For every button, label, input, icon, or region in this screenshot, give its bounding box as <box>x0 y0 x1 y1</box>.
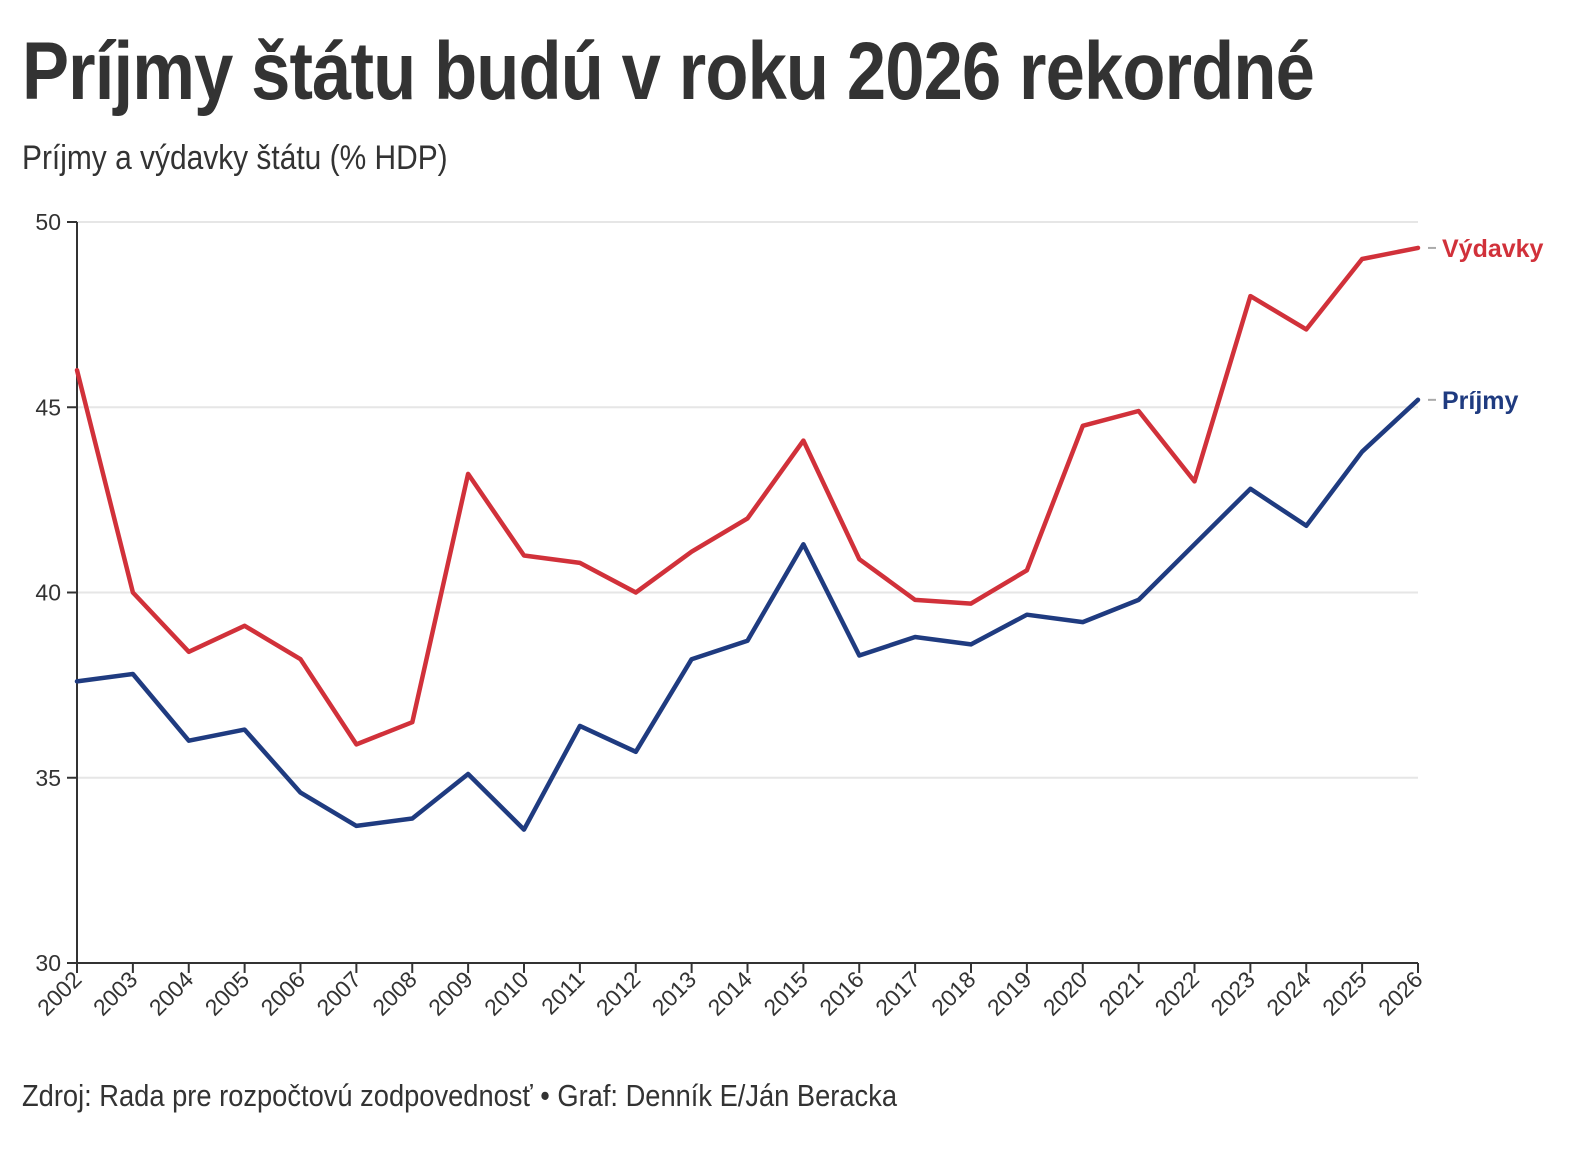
x-tick-label: 2005 <box>200 966 255 1021</box>
x-tick-label: 2020 <box>1038 966 1093 1021</box>
x-tick-label: 2009 <box>423 966 478 1021</box>
x-tick-label: 2013 <box>647 966 702 1021</box>
series-label: Výdavky <box>1442 235 1544 263</box>
source-note: Zdroj: Rada pre rozpočtovú zodpovednosť … <box>22 1078 898 1113</box>
y-tick-label: 35 <box>35 765 61 791</box>
x-tick-label: 2017 <box>870 966 925 1021</box>
y-tick-label: 30 <box>35 950 61 976</box>
x-tick-label: 2004 <box>144 966 199 1021</box>
x-tick-label: 2018 <box>926 966 981 1021</box>
x-tick-label: 2021 <box>1094 966 1149 1021</box>
x-tick-label: 2023 <box>1205 966 1260 1021</box>
gridlines <box>77 221 1418 779</box>
x-tick-label: 2014 <box>702 966 757 1021</box>
x-tick-label: 2012 <box>591 966 646 1021</box>
x-tick-label: 2006 <box>255 966 310 1021</box>
series-line-vydavky <box>74 245 1421 747</box>
x-tick-label: 2019 <box>982 966 1037 1021</box>
x-tick-label: 2016 <box>814 966 869 1021</box>
x-tick-label: 2008 <box>367 966 422 1021</box>
x-tick-label: 2007 <box>311 966 366 1021</box>
x-tick-label: 2010 <box>479 966 534 1021</box>
x-tick-label: 2011 <box>536 966 589 1019</box>
series-lines <box>74 245 1421 832</box>
chart-title: Príjmy štátu budú v roku 2026 rekordné <box>22 26 1315 117</box>
x-tick-label: 2022 <box>1149 966 1204 1021</box>
series-label: Príjmy <box>1442 387 1519 415</box>
chart-subtitle: Príjmy a výdavky štátu (% HDP) <box>22 139 448 177</box>
y-tick-label: 40 <box>35 580 61 606</box>
y-tick-label: 45 <box>35 394 61 420</box>
series-labels: Výdavky Príjmy <box>1428 235 1544 415</box>
x-tick-label: 2015 <box>758 966 813 1021</box>
x-tick-label: 2025 <box>1317 966 1372 1021</box>
y-axis-ticks: 30 35 40 45 50 <box>35 209 77 976</box>
series-line-prijmy <box>74 397 1421 832</box>
x-tick-label: 2026 <box>1373 966 1428 1021</box>
x-axis-ticks: 2002 2003 2004 2005 2006 2007 2008 2009 2010 2011… <box>32 963 1428 1021</box>
y-tick-label: 50 <box>35 209 61 235</box>
x-tick-label: 2003 <box>88 966 143 1021</box>
x-tick-label: 2024 <box>1261 966 1316 1021</box>
